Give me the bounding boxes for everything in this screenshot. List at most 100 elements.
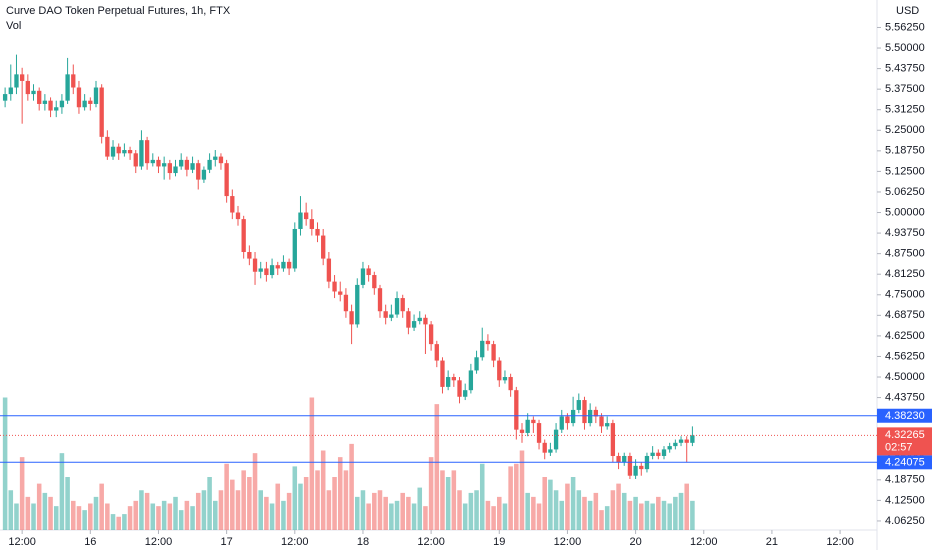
volume-bar (582, 496, 587, 530)
candle-body (161, 163, 167, 167)
candle-body (8, 87, 13, 95)
candle-body (281, 261, 286, 269)
candle-body (525, 419, 530, 433)
candle-body (502, 377, 508, 381)
volume-bar (122, 514, 127, 530)
volume-bar (14, 503, 19, 530)
volume-bar (218, 490, 224, 530)
volume-bar (201, 490, 207, 530)
candle-body (468, 370, 474, 391)
volume-bar (309, 397, 315, 530)
candle-body (218, 156, 224, 164)
y-tick-label: 4.50000 (885, 371, 925, 383)
volume-bar (406, 496, 411, 530)
price-line-label: 4.24075 (885, 457, 925, 469)
volume-bar (650, 503, 655, 530)
volume-bar (59, 453, 65, 530)
candle-body (411, 321, 417, 328)
y-tick-label: 4.06250 (885, 515, 925, 527)
volume-bar (593, 492, 599, 530)
volume-bar (417, 487, 423, 530)
candle-body (661, 449, 667, 456)
candle-body (656, 452, 661, 456)
volume-bar (440, 470, 445, 530)
y-tick-label: 5.12500 (885, 165, 925, 177)
volume-bar (468, 492, 474, 530)
volume-bar (150, 503, 156, 530)
candle-body (343, 294, 349, 312)
candle-body (599, 416, 604, 427)
candle-body (315, 228, 320, 236)
volume-bar (71, 500, 76, 530)
volume-bar (343, 470, 349, 530)
candle-body (144, 140, 150, 164)
y-tick-label: 4.12500 (885, 494, 925, 506)
candle-body (93, 87, 99, 104)
y-tick-label: 4.56250 (885, 350, 925, 362)
volume-bar (82, 510, 87, 530)
volume-bar (434, 404, 440, 530)
candle-body (173, 166, 178, 174)
volume-bar (491, 506, 496, 530)
last-price-label-bg (877, 427, 932, 456)
candle-body (576, 400, 581, 410)
candle-body (99, 87, 104, 137)
volume-bar (383, 496, 388, 530)
candle-body (201, 169, 207, 180)
candle-body (338, 291, 343, 295)
candle-body (605, 423, 610, 427)
candle-body (349, 311, 354, 325)
candle-body (457, 380, 462, 397)
candle-body (531, 419, 536, 424)
volume-bar (553, 490, 559, 530)
countdown-label: 02:57 (885, 441, 913, 453)
volume-bar (587, 500, 593, 530)
volume-bar (411, 503, 417, 530)
volume-bar (173, 496, 178, 530)
volume-bar (53, 506, 59, 530)
volume-bar (258, 490, 263, 530)
candle-body (54, 107, 59, 111)
candle-body (139, 140, 144, 167)
candle-body (389, 314, 394, 318)
currency-label: USD (896, 5, 919, 17)
volume-bar (264, 496, 269, 530)
candle-body (400, 298, 405, 312)
y-tick-label: 4.87500 (885, 248, 925, 260)
volume-bar (127, 506, 133, 530)
volume-bar (355, 496, 360, 530)
chart-title: Curve DAO Token Perpetual Futures, 1h, F… (6, 5, 231, 17)
candle-body (616, 455, 621, 463)
x-tick-label: 12:00 (8, 536, 36, 548)
price-line-label: 4.38230 (885, 410, 925, 422)
candle-body (639, 465, 644, 470)
volume-bar (508, 466, 513, 530)
candle-body (372, 275, 377, 289)
volume-bar (525, 492, 530, 530)
volume-bar (76, 506, 82, 530)
volume-bar (667, 503, 672, 530)
candle-body (491, 344, 496, 361)
candle-body (321, 235, 326, 259)
volume-bar (519, 450, 525, 530)
volume-bar (400, 492, 405, 530)
candle-body (445, 377, 451, 387)
volume-bar (559, 500, 565, 530)
volume-bar (286, 492, 292, 530)
candle-body (298, 212, 303, 229)
candle-body (25, 80, 30, 95)
volume-bar (2, 397, 8, 530)
candle-body (71, 74, 76, 88)
volume-bar (457, 490, 462, 530)
candle-body (485, 340, 491, 345)
volume-bar (445, 477, 451, 530)
volume-bar (133, 500, 139, 530)
volume-label: Vol (6, 20, 21, 32)
candle-body (570, 409, 576, 424)
volume-bar (479, 463, 485, 530)
volume-bar (678, 492, 684, 530)
candle-body (150, 159, 155, 164)
volume-bar (576, 490, 582, 530)
x-tick-label: 21 (766, 536, 778, 548)
x-tick-label: 18 (357, 536, 369, 548)
